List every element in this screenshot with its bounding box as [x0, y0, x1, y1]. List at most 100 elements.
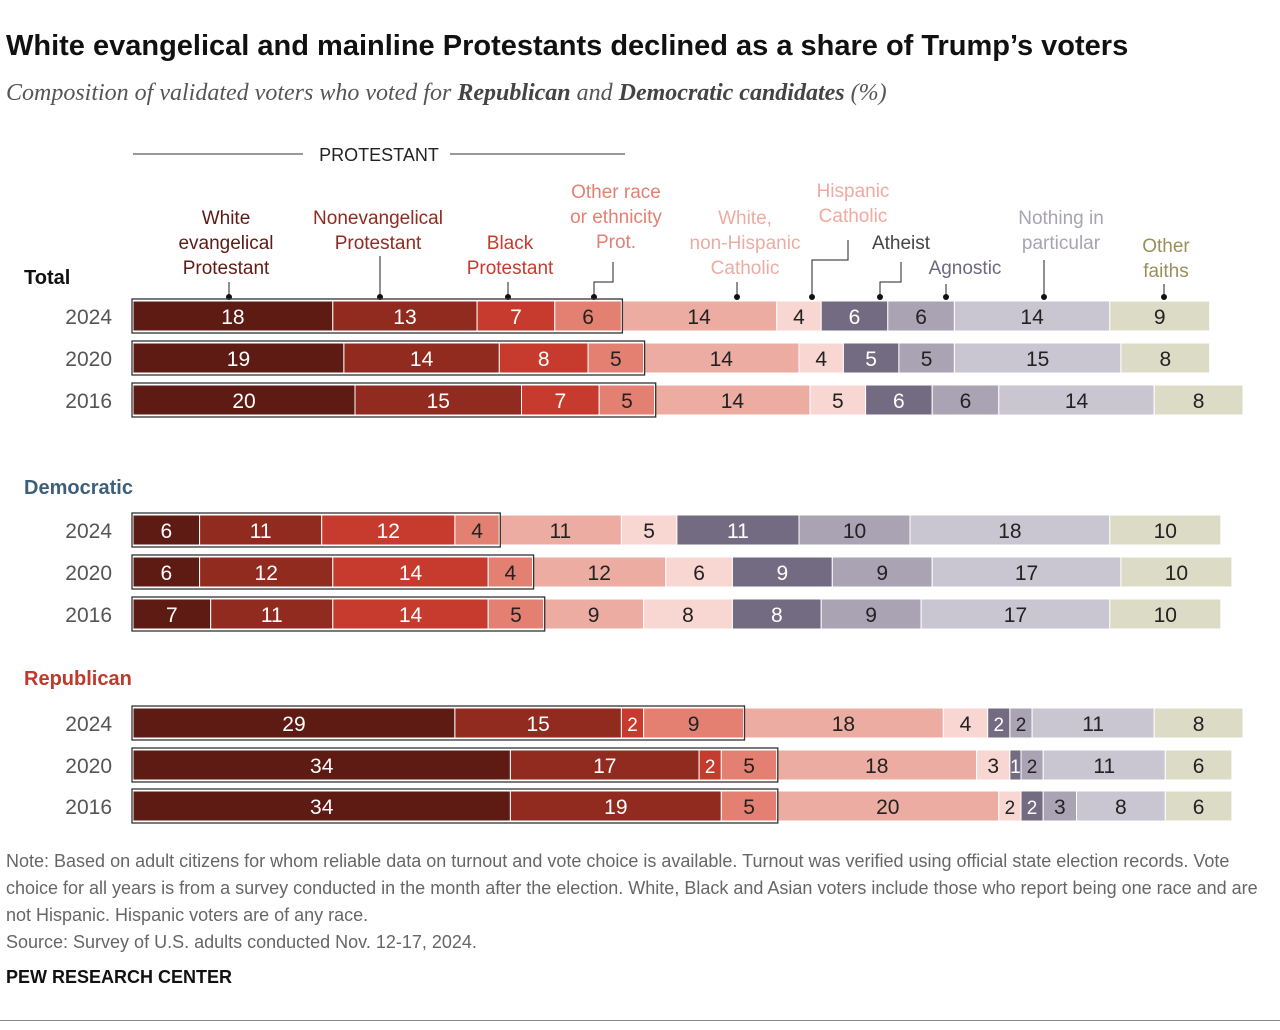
bar-segment	[199, 556, 334, 588]
bar-segment	[953, 300, 1111, 332]
bar-segment	[898, 342, 955, 374]
data-label: 6	[160, 520, 172, 543]
leader-dot	[809, 294, 815, 300]
leader-dot	[877, 294, 883, 300]
data-label: 5	[610, 348, 622, 371]
data-label: 6	[693, 562, 705, 585]
bar-segment	[532, 556, 667, 588]
brand-logo-text: PEW RESEARCH CENTER	[6, 967, 233, 987]
bar-segment	[332, 598, 489, 630]
bar-segment	[920, 598, 1111, 630]
bar-segment	[132, 300, 334, 332]
bar-segment	[132, 556, 201, 588]
data-label: 17	[1004, 604, 1027, 627]
bar-segment	[798, 342, 844, 374]
data-label: 6	[1193, 796, 1205, 819]
data-label: 2	[1005, 798, 1016, 819]
data-label: 18	[865, 755, 888, 778]
data-label: 11	[727, 520, 749, 543]
bar-segment	[509, 749, 700, 781]
leader-dot	[1161, 294, 1167, 300]
data-label: 8	[682, 604, 694, 627]
bar-segment	[776, 300, 822, 332]
data-label: 2	[1027, 798, 1038, 819]
data-label: 9	[1154, 306, 1166, 329]
bar-segment	[720, 790, 778, 822]
data-label: 9	[865, 604, 877, 627]
category-label: Black Protestant	[467, 233, 554, 279]
data-label: 14	[721, 390, 745, 413]
bar-segment	[321, 514, 456, 546]
data-label: 14	[410, 348, 434, 371]
data-label: 12	[588, 562, 611, 585]
leader-line	[593, 262, 614, 297]
year-label: 2020	[65, 348, 112, 371]
data-label: 7	[510, 306, 522, 329]
data-label: 4	[793, 306, 805, 329]
divider	[0, 1020, 1280, 1021]
bar-segment	[498, 342, 589, 374]
bar-segment	[487, 556, 534, 588]
data-label: 5	[643, 520, 655, 543]
data-label: 14	[687, 306, 711, 329]
protestant-outline	[131, 705, 746, 741]
data-label: 10	[1165, 562, 1188, 585]
data-label: 11	[549, 520, 571, 543]
data-label: 34	[310, 796, 334, 819]
protestant-outline	[131, 554, 535, 590]
bar-segment	[132, 342, 345, 374]
data-label: 11	[1093, 755, 1115, 778]
data-label: 14	[1065, 390, 1089, 413]
data-label: 8	[1159, 348, 1171, 371]
chart-title: White evangelical and mainline Protestan…	[6, 30, 1129, 62]
bar-segment	[798, 514, 911, 546]
data-label: 4	[815, 348, 827, 371]
bar-segment	[909, 514, 1111, 546]
category-label: Agnostic	[929, 258, 1002, 279]
data-label: 5	[621, 390, 633, 413]
bar-segment	[1109, 514, 1222, 546]
bar-segment	[1164, 790, 1233, 822]
year-label: 2024	[65, 520, 112, 543]
bar-segment	[543, 598, 645, 630]
data-label: 14	[399, 604, 423, 627]
leader-dot	[734, 294, 740, 300]
data-label: 12	[377, 520, 400, 543]
bar-segment	[132, 707, 456, 739]
data-label: 2	[705, 757, 716, 778]
protestant-outline	[131, 512, 501, 548]
data-label: 34	[310, 755, 334, 778]
bar-segment	[643, 598, 733, 630]
bar-segment	[332, 300, 478, 332]
category-label: Other race or ethnicity Prot.	[570, 182, 662, 253]
bar-segment	[665, 556, 733, 588]
bar-segment	[731, 556, 833, 588]
data-label: 5	[832, 390, 844, 413]
bar-segment	[643, 707, 744, 739]
data-label: 8	[538, 348, 550, 371]
bar-segment	[643, 342, 800, 374]
bar-segment	[1164, 749, 1233, 781]
data-label: 11	[250, 520, 272, 543]
data-label: 6	[915, 306, 927, 329]
data-label: 6	[893, 390, 905, 413]
data-label: 5	[865, 348, 877, 371]
bar-segment	[343, 342, 500, 374]
bar-segment	[743, 707, 944, 739]
category-label: Nonevangelical Protestant	[313, 208, 443, 254]
data-label: 8	[1193, 390, 1205, 413]
data-label: 4	[960, 713, 972, 736]
data-label: 18	[998, 520, 1021, 543]
bar-segment	[1109, 300, 1211, 332]
data-label: 6	[1193, 755, 1205, 778]
data-label: 12	[255, 562, 278, 585]
bar-segment	[654, 384, 811, 416]
bar-segment	[1153, 384, 1244, 416]
bar-segment	[509, 790, 722, 822]
protestant-outline	[131, 382, 657, 418]
data-label: 4	[471, 520, 483, 543]
category-label: White evangelical Protestant	[178, 208, 273, 279]
data-label: 10	[843, 520, 866, 543]
data-label: 11	[261, 604, 283, 627]
data-label: 1	[1010, 757, 1021, 778]
